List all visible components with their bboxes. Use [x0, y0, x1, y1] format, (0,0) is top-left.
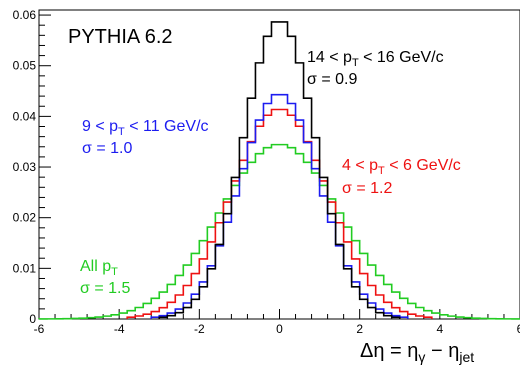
y-tick-label: 0.06 — [13, 8, 37, 22]
annotation-green-pt: All pT — [80, 258, 118, 278]
y-tick-label: 0 — [29, 312, 36, 326]
annotation-blue-sigma: σ = 1.0 — [82, 140, 132, 157]
y-tick-label: 0.04 — [13, 109, 37, 123]
x-axis-label: Δη = ηγ − ηjet — [360, 340, 474, 365]
x-tick-label: -2 — [194, 322, 205, 336]
x-tick-label: -6 — [34, 322, 45, 336]
annotation-red-pt: 4 < pT < 6 GeV/c — [342, 157, 461, 177]
annotation-blue-pt: 9 < pT < 11 GeV/c — [82, 118, 209, 138]
x-tick-label: 6 — [517, 322, 520, 336]
y-tick-label: 0.02 — [13, 211, 37, 225]
histogram-blue — [150, 93, 409, 319]
y-tick-label: 0.03 — [13, 160, 37, 174]
histogram-red — [126, 108, 433, 319]
histogram-green — [38, 143, 520, 320]
x-tick-label: 4 — [436, 322, 443, 336]
series-group — [38, 21, 520, 320]
annotation-red-sigma: σ = 1.2 — [342, 180, 392, 197]
plot-frame — [38, 9, 520, 320]
y-tick-label: 0.05 — [13, 59, 37, 73]
chart-title: PYTHIA 6.2 — [68, 26, 173, 48]
annotation-black-pt: 14 < pT < 16 GeV/c — [307, 49, 444, 69]
y-tick-label: 0.01 — [13, 261, 37, 275]
annotation-black-sigma: σ = 0.9 — [307, 71, 357, 88]
annotation-green-sigma: σ = 1.5 — [80, 280, 130, 297]
histogram-black — [158, 21, 401, 319]
x-tick-label: -4 — [114, 322, 125, 336]
x-tick-label: 0 — [276, 322, 283, 336]
y-axis: 0 0.01 0.02 0.03 0.04 0.05 0.06 — [13, 8, 51, 326]
x-tick-label: 2 — [356, 322, 363, 336]
